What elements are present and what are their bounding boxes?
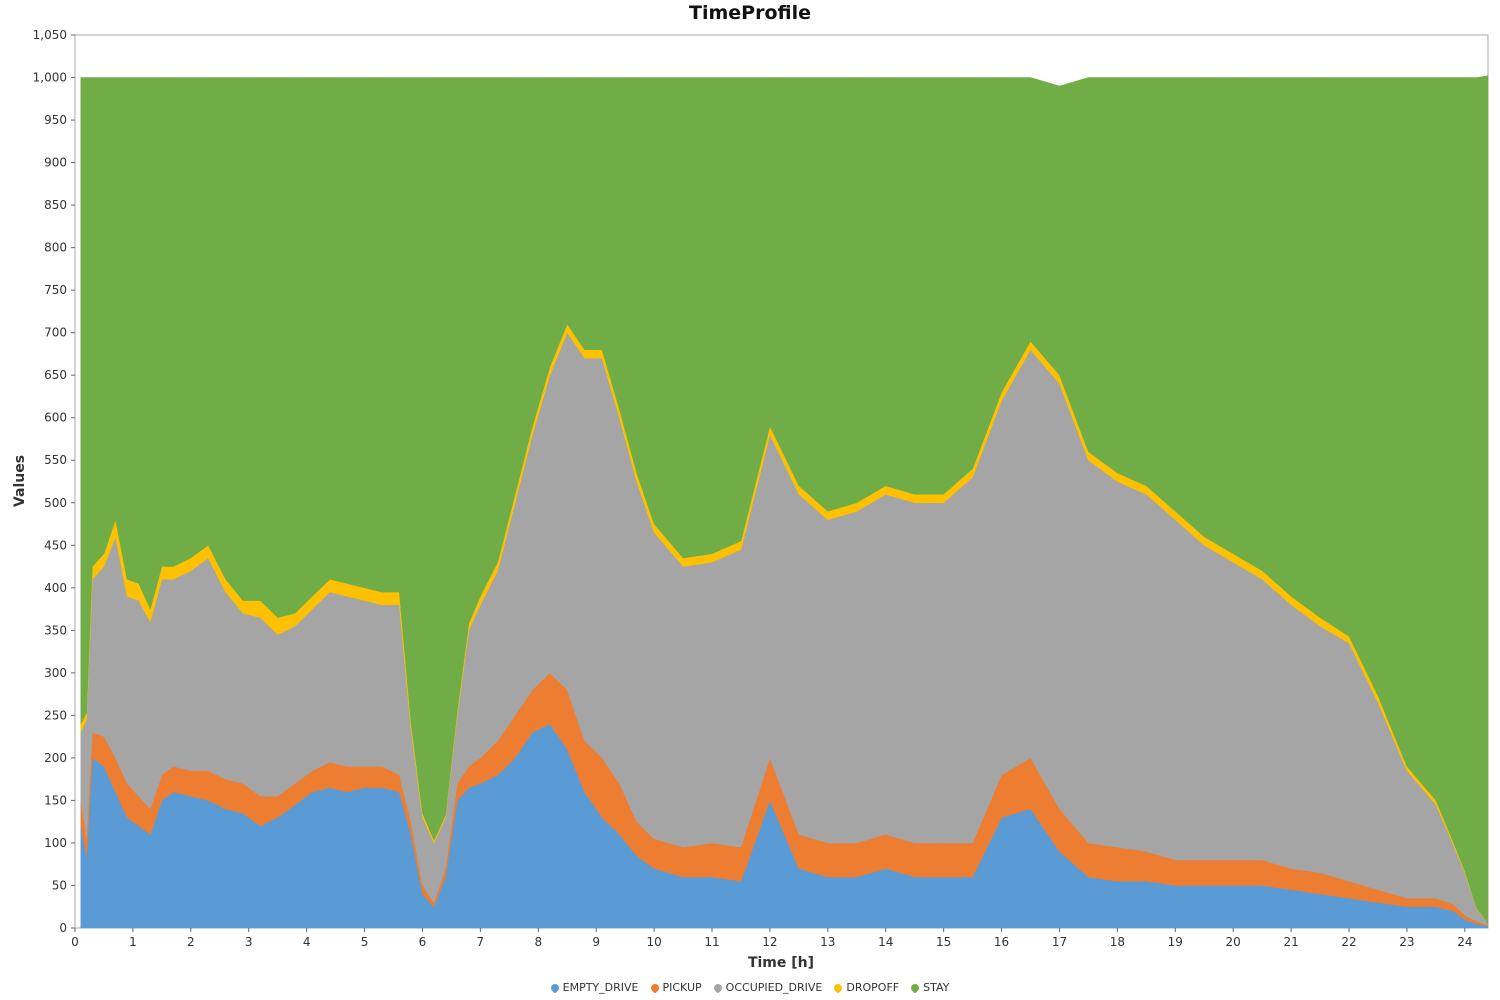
x-tick-label: 18 bbox=[1110, 935, 1125, 949]
x-tick-label: 1 bbox=[129, 935, 137, 949]
y-tick-label: 600 bbox=[44, 411, 67, 425]
x-tick-label: 16 bbox=[994, 935, 1009, 949]
legend-item-dropoff: DROPOFF bbox=[832, 981, 900, 994]
chart-legend: EMPTY_DRIVE PICKUP OCCUPIED_DRIVE DROPOFF ST… bbox=[0, 981, 1500, 994]
y-tick-label: 200 bbox=[44, 751, 67, 765]
x-axis-title: Time [h] bbox=[748, 955, 814, 971]
legend-swatch bbox=[832, 981, 845, 994]
y-tick-label: 50 bbox=[52, 878, 67, 892]
y-tick-label: 100 bbox=[44, 836, 67, 850]
x-tick-label: 22 bbox=[1341, 935, 1356, 949]
y-tick-label: 850 bbox=[44, 198, 67, 212]
y-tick-label: 300 bbox=[44, 666, 67, 680]
x-tick-label: 2 bbox=[187, 935, 195, 949]
y-tick-label: 750 bbox=[44, 283, 67, 297]
legend-label: EMPTY_DRIVE bbox=[562, 981, 639, 994]
x-tick-label: 21 bbox=[1283, 935, 1298, 949]
y-tick-label: 150 bbox=[44, 793, 67, 807]
y-axis-title: Values bbox=[12, 455, 28, 507]
x-tick-label: 24 bbox=[1457, 935, 1472, 949]
y-tick-label: 700 bbox=[44, 326, 67, 340]
x-tick-label: 12 bbox=[762, 935, 777, 949]
y-tick-label: 900 bbox=[44, 156, 67, 170]
y-tick-label: 0 bbox=[59, 921, 67, 935]
y-tick-label: 1,000 bbox=[33, 71, 67, 85]
y-tick-label: 400 bbox=[44, 581, 67, 595]
x-tick-label: 20 bbox=[1226, 935, 1241, 949]
legend-label: PICKUP bbox=[662, 981, 702, 994]
legend-swatch bbox=[648, 981, 661, 994]
legend-swatch bbox=[548, 981, 561, 994]
y-tick-label: 550 bbox=[44, 453, 67, 467]
y-tick-label: 450 bbox=[44, 538, 67, 552]
y-tick-label: 800 bbox=[44, 241, 67, 255]
chart-title: TimeProfile bbox=[689, 2, 811, 24]
y-tick-label: 650 bbox=[44, 368, 67, 382]
x-tick-label: 0 bbox=[71, 935, 79, 949]
area-stay bbox=[80, 75, 1489, 925]
legend-item-occupied-drive: OCCUPIED_DRIVE bbox=[712, 981, 823, 994]
legend-item-stay: STAY bbox=[909, 981, 950, 994]
legend-label: DROPOFF bbox=[846, 981, 900, 994]
x-tick-label: 19 bbox=[1168, 935, 1183, 949]
legend-label: STAY bbox=[923, 981, 950, 994]
x-axis-ticks: 0 1 2 3 4 5 6 7 8 9 10 11 12 13 14 15 16 17 18 19 20 21 22 23 24 bbox=[71, 928, 1472, 949]
legend-swatch bbox=[909, 981, 921, 994]
y-axis-ticks: 0 50 100 150 200 250 300 350 400 450 500 550 600 650 7… bbox=[33, 28, 75, 935]
x-tick-label: 15 bbox=[936, 935, 951, 949]
x-tick-label: 8 bbox=[534, 935, 542, 949]
legend-swatch bbox=[712, 981, 724, 994]
x-tick-label: 13 bbox=[820, 935, 835, 949]
x-tick-label: 6 bbox=[419, 935, 427, 949]
y-tick-label: 500 bbox=[44, 496, 67, 510]
x-tick-label: 4 bbox=[303, 935, 311, 949]
x-tick-label: 23 bbox=[1399, 935, 1414, 949]
x-tick-label: 11 bbox=[704, 935, 719, 949]
y-tick-label: 250 bbox=[44, 708, 67, 722]
x-tick-label: 14 bbox=[878, 935, 893, 949]
x-tick-label: 7 bbox=[477, 935, 485, 949]
x-tick-label: 10 bbox=[646, 935, 661, 949]
x-tick-label: 17 bbox=[1052, 935, 1067, 949]
y-tick-label: 950 bbox=[44, 113, 67, 127]
x-tick-label: 9 bbox=[592, 935, 600, 949]
legend-label: OCCUPIED_DRIVE bbox=[725, 981, 823, 994]
y-tick-label: 350 bbox=[44, 623, 67, 637]
stacked-areas bbox=[80, 75, 1489, 929]
legend-item-empty-drive: EMPTY_DRIVE bbox=[548, 981, 639, 994]
legend-item-pickup: PICKUP bbox=[648, 981, 702, 994]
x-tick-label: 3 bbox=[245, 935, 253, 949]
x-tick-label: 5 bbox=[361, 935, 369, 949]
y-tick-label: 1,050 bbox=[33, 28, 67, 42]
